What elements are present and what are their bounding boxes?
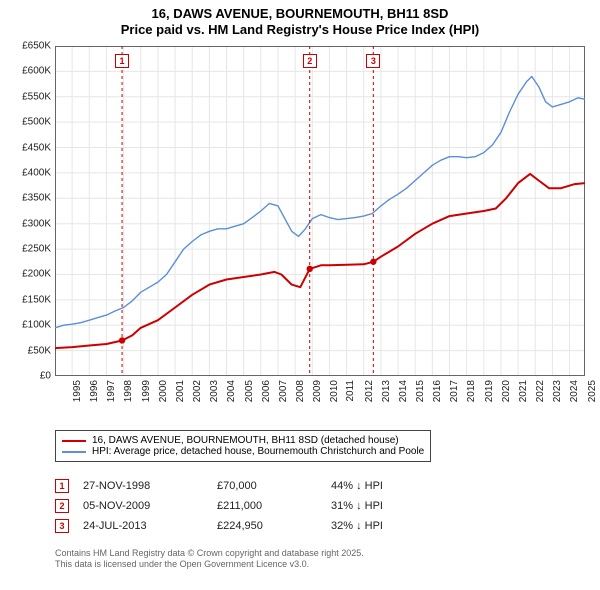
sales-event-price: £224,950 [217, 520, 317, 532]
x-tick-label: 2024 [569, 380, 580, 402]
y-tick-label: £50K [3, 345, 51, 356]
x-tick-label: 2018 [466, 380, 477, 402]
sales-event-date: 24-JUL-2013 [83, 520, 203, 532]
sale-marker-flag: 2 [303, 54, 317, 68]
legend-swatch [62, 440, 86, 442]
x-tick-label: 1998 [123, 380, 134, 402]
sales-event-delta: 32% ↓ HPI [331, 520, 421, 532]
y-tick-label: £150K [3, 294, 51, 305]
y-tick-label: £600K [3, 66, 51, 77]
y-tick-label: £350K [3, 193, 51, 204]
sale-marker-flag: 1 [115, 54, 129, 68]
legend-swatch [62, 451, 86, 453]
y-tick-label: £200K [3, 269, 51, 280]
x-tick-label: 2007 [278, 380, 289, 402]
x-tick-label: 2021 [518, 380, 529, 402]
sales-event-row: 1 27-NOV-1998 £70,000 44% ↓ HPI [55, 476, 421, 496]
x-tick-label: 2008 [295, 380, 306, 402]
legend: 16, DAWS AVENUE, BOURNEMOUTH, BH11 8SD (… [55, 430, 431, 462]
y-tick-label: £0 [3, 371, 51, 382]
sales-event-price: £211,000 [217, 500, 317, 512]
y-tick-label: £500K [3, 117, 51, 128]
y-tick-label: £100K [3, 320, 51, 331]
x-tick-label: 1996 [89, 380, 100, 402]
x-tick-label: 2000 [158, 380, 169, 402]
x-tick-label: 2020 [501, 380, 512, 402]
x-tick-label: 2004 [226, 380, 237, 402]
sales-event-date: 27-NOV-1998 [83, 480, 203, 492]
x-tick-label: 2019 [483, 380, 494, 402]
sale-marker-flag: 3 [366, 54, 380, 68]
sales-event-marker: 2 [55, 499, 69, 513]
sales-event-row: 3 24-JUL-2013 £224,950 32% ↓ HPI [55, 516, 421, 536]
x-tick-label: 2022 [535, 380, 546, 402]
attribution-text: Contains HM Land Registry data © Crown c… [55, 548, 364, 571]
sales-event-date: 05-NOV-2009 [83, 500, 203, 512]
chart-page: 16, DAWS AVENUE, BOURNEMOUTH, BH11 8SD P… [0, 0, 600, 590]
x-tick-label: 2025 [586, 380, 597, 402]
x-tick-label: 2002 [192, 380, 203, 402]
legend-item: 16, DAWS AVENUE, BOURNEMOUTH, BH11 8SD (… [62, 435, 424, 446]
x-tick-label: 1999 [140, 380, 151, 402]
x-tick-label: 2005 [243, 380, 254, 402]
x-tick-label: 2003 [209, 380, 220, 402]
sales-event-delta: 31% ↓ HPI [331, 500, 421, 512]
x-tick-label: 1995 [72, 380, 83, 402]
x-tick-label: 2012 [363, 380, 374, 402]
x-tick-label: 2016 [432, 380, 443, 402]
x-tick-label: 2001 [175, 380, 186, 402]
sales-events-table: 1 27-NOV-1998 £70,000 44% ↓ HPI 2 05-NOV-2009… [55, 476, 421, 536]
sales-event-row: 2 05-NOV-2009 £211,000 31% ↓ HPI [55, 496, 421, 516]
plot-svg [55, 46, 585, 376]
legend-item: HPI: Average price, detached house, Bour… [62, 446, 424, 457]
x-tick-label: 2006 [260, 380, 271, 402]
sales-event-marker: 1 [55, 479, 69, 493]
y-tick-label: £400K [3, 167, 51, 178]
y-tick-label: £450K [3, 142, 51, 153]
y-tick-label: £250K [3, 244, 51, 255]
attribution-line2: This data is licensed under the Open Gov… [55, 559, 364, 570]
chart-title-line1: 16, DAWS AVENUE, BOURNEMOUTH, BH11 8SD [0, 6, 600, 22]
x-tick-label: 2010 [329, 380, 340, 402]
x-tick-label: 2014 [398, 380, 409, 402]
x-tick-label: 2009 [312, 380, 323, 402]
y-tick-label: £650K [3, 41, 51, 52]
chart-title-block: 16, DAWS AVENUE, BOURNEMOUTH, BH11 8SD P… [0, 0, 600, 37]
sales-event-price: £70,000 [217, 480, 317, 492]
x-tick-label: 2023 [552, 380, 563, 402]
x-tick-label: 2013 [380, 380, 391, 402]
y-tick-label: £300K [3, 218, 51, 229]
sales-event-marker: 3 [55, 519, 69, 533]
x-tick-label: 2017 [449, 380, 460, 402]
x-tick-label: 1997 [106, 380, 117, 402]
legend-label: HPI: Average price, detached house, Bour… [92, 446, 424, 457]
x-tick-label: 2011 [345, 380, 356, 402]
legend-label: 16, DAWS AVENUE, BOURNEMOUTH, BH11 8SD (… [92, 435, 399, 446]
attribution-line1: Contains HM Land Registry data © Crown c… [55, 548, 364, 559]
plot-area: £0£50K£100K£150K£200K£250K£300K£350K£400… [55, 46, 585, 376]
chart-title-line2: Price paid vs. HM Land Registry's House … [0, 22, 600, 38]
y-tick-label: £550K [3, 91, 51, 102]
x-tick-label: 2015 [415, 380, 426, 402]
sales-event-delta: 44% ↓ HPI [331, 480, 421, 492]
